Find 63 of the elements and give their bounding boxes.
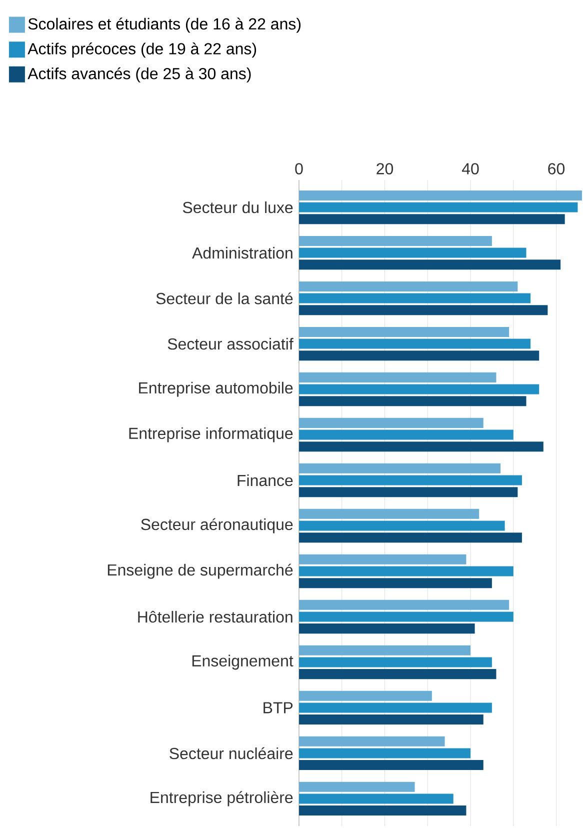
x-tick-label: 0 (295, 163, 303, 174)
bar (298, 760, 484, 770)
x-tick-label: 40 (462, 163, 479, 174)
y-tick-label: Enseigne de supermarché (108, 564, 293, 579)
bar (298, 657, 492, 668)
bar (298, 748, 471, 758)
bar (298, 430, 514, 440)
bar (298, 487, 518, 498)
bar (298, 508, 480, 519)
bar (298, 372, 496, 382)
y-tick-label: Hôtellerie restauration (138, 610, 292, 623)
bar (298, 350, 540, 361)
y-tick-label: Entreprise automobile (139, 382, 293, 397)
bar (298, 396, 526, 406)
bar (298, 305, 548, 316)
bar (298, 566, 514, 576)
bar (298, 463, 501, 474)
bar (298, 214, 565, 224)
y-tick-label: Secteur associatif (168, 338, 294, 350)
bar (298, 782, 415, 792)
legend-label: Actifs avancés (de 25 à 30 ans) (28, 67, 251, 82)
y-tick-label: Secteur nucléaire (170, 747, 293, 760)
bar (298, 624, 475, 634)
y-tick-label: Secteur aéronautique (141, 518, 293, 534)
bar (298, 326, 510, 337)
bar (298, 554, 466, 564)
y-tick-label: Entreprise informatique (129, 427, 293, 442)
bar (298, 236, 492, 246)
y-tick-label: Secteur du luxe (182, 201, 293, 214)
bar (298, 281, 518, 292)
bar (298, 669, 496, 680)
bar (298, 806, 466, 816)
bar (298, 293, 531, 304)
bar (298, 794, 454, 804)
bar (298, 384, 540, 394)
y-tick-label: BTP (264, 702, 293, 714)
bar (298, 260, 561, 270)
bar (298, 202, 578, 212)
bar (298, 475, 522, 486)
bar (298, 532, 522, 543)
bar (298, 520, 505, 531)
bar (298, 736, 445, 746)
legend-label: Actifs précoces (de 19 à 22 ans) (28, 42, 256, 58)
bar (298, 690, 432, 701)
bar (298, 578, 492, 588)
bar (298, 600, 510, 610)
bar (298, 418, 484, 428)
bar (298, 338, 531, 349)
y-tick-label: Entreprise pétrolière (150, 791, 293, 806)
legend-label: Scolaires et étudiants (de 16 à 22 ans) (28, 18, 301, 33)
bar (298, 612, 514, 622)
x-tick-label: 20 (376, 163, 394, 174)
x-tick-label: 60 (548, 163, 565, 174)
bar (298, 645, 471, 656)
y-tick-label: Administration (192, 246, 292, 259)
y-tick-label: Finance (238, 474, 293, 486)
bar (298, 714, 484, 725)
bar (298, 442, 544, 452)
y-tick-label: Secteur de la santé (156, 292, 293, 304)
bar (298, 702, 492, 713)
y-tick-label: Enseignement (192, 654, 294, 670)
bar (298, 248, 526, 258)
bar (298, 190, 582, 200)
